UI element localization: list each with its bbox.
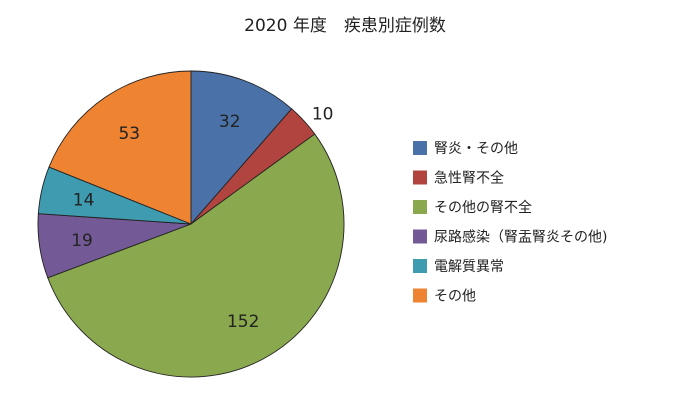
legend-swatch-5 [413,259,427,273]
legend-swatch-3 [413,200,427,214]
data-label-4: 19 [71,231,93,251]
legend-swatch-4 [413,229,427,244]
legend-label-6: その他 [434,289,476,305]
legend-swatch-1 [413,141,427,155]
legend-swatch-2 [413,170,427,185]
pie-slice-1 [190,70,293,226]
data-label-3: 152 [227,312,259,332]
legend-label-1: 腎炎・その他 [434,141,518,157]
legend-label-5: 電解質異常 [434,259,504,275]
pie-slice-6 [48,70,192,225]
legend-swatch-6 [413,288,427,303]
data-label-6: 53 [118,124,140,144]
data-label-2: 10 [312,105,334,125]
data-label-5: 14 [73,190,95,210]
legend-label-3: その他の腎不全 [434,199,532,216]
pie-slices [37,70,345,378]
legend-label-4: 尿路感染（腎盂腎炎その他) [434,229,607,246]
data-labels: 32 10 152 19 14 53 [71,105,333,332]
pie-slice-3 [47,133,345,378]
chart-title: 2020 年度 疾患別症例数 [244,16,446,36]
data-label-1: 32 [219,112,241,132]
legend-label-2: 急性腎不全 [434,170,504,187]
